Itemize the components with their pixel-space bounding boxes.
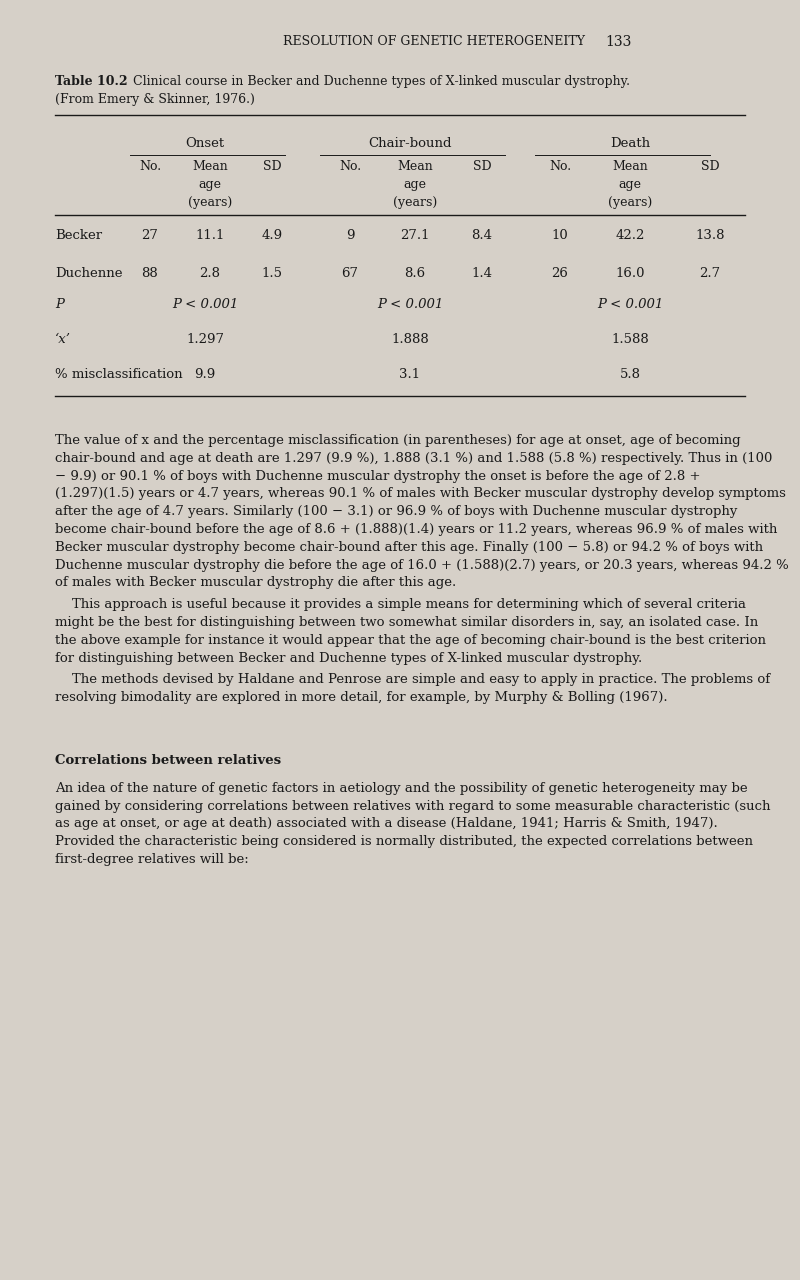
Text: 1.588: 1.588 <box>611 333 649 346</box>
Text: 1.297: 1.297 <box>186 333 224 346</box>
Text: P < 0.001: P < 0.001 <box>377 298 443 311</box>
Text: as age at onset, or age at death) associated with a disease (Haldane, 1941; Harr: as age at onset, or age at death) associ… <box>55 818 718 831</box>
Text: No.: No. <box>139 160 161 173</box>
Text: 13.8: 13.8 <box>695 229 725 242</box>
Text: (years): (years) <box>188 196 232 209</box>
Text: P < 0.001: P < 0.001 <box>597 298 663 311</box>
Text: the above example for instance it would appear that the age of becoming chair-bo: the above example for instance it would … <box>55 634 766 646</box>
Text: P: P <box>55 298 64 311</box>
Text: This approach is useful because it provides a simple means for determining which: This approach is useful because it provi… <box>55 598 746 612</box>
Text: Becker muscular dystrophy become chair-bound after this age. Finally (100 − 5.8): Becker muscular dystrophy become chair-b… <box>55 541 763 554</box>
Text: become chair-bound before the age of 8.6 + (1.888)(1.4) years or 11.2 years, whe: become chair-bound before the age of 8.6… <box>55 524 778 536</box>
Text: SD: SD <box>701 160 719 173</box>
Text: Mean: Mean <box>397 160 433 173</box>
Text: An idea of the nature of genetic factors in aetiology and the possibility of gen: An idea of the nature of genetic factors… <box>55 782 748 795</box>
Text: 67: 67 <box>342 268 358 280</box>
Text: Correlations between relatives: Correlations between relatives <box>55 754 281 767</box>
Text: 2.7: 2.7 <box>699 268 721 280</box>
Text: 3.1: 3.1 <box>399 369 421 381</box>
Text: 10: 10 <box>552 229 568 242</box>
Text: 5.8: 5.8 <box>619 369 641 381</box>
Text: age: age <box>198 178 222 191</box>
Text: first-degree relatives will be:: first-degree relatives will be: <box>55 852 249 867</box>
Text: age: age <box>403 178 426 191</box>
Text: 1.5: 1.5 <box>262 268 282 280</box>
Text: ‘x’: ‘x’ <box>55 333 71 346</box>
Text: The value of x and the percentage misclassification (in parentheses) for age at : The value of x and the percentage miscla… <box>55 434 741 447</box>
Text: 133: 133 <box>605 35 631 49</box>
Text: 2.8: 2.8 <box>199 268 221 280</box>
Text: SD: SD <box>262 160 282 173</box>
Text: Onset: Onset <box>186 137 225 150</box>
Text: (1.297)(1.5) years or 4.7 years, whereas 90.1 % of males with Becker muscular dy: (1.297)(1.5) years or 4.7 years, whereas… <box>55 488 786 500</box>
Text: % misclassification: % misclassification <box>55 369 182 381</box>
Text: chair-bound and age at death are 1.297 (9.9 %), 1.888 (3.1 %) and 1.588 (5.8 %) : chair-bound and age at death are 1.297 (… <box>55 452 772 465</box>
Text: 1.888: 1.888 <box>391 333 429 346</box>
Text: 8.4: 8.4 <box>471 229 493 242</box>
Text: 4.9: 4.9 <box>262 229 282 242</box>
Text: 16.0: 16.0 <box>615 268 645 280</box>
Text: for distinguishing between Becker and Duchenne types of X-linked muscular dystro: for distinguishing between Becker and Du… <box>55 652 642 664</box>
Text: 42.2: 42.2 <box>615 229 645 242</box>
Text: The methods devised by Haldane and Penrose are simple and easy to apply in pract: The methods devised by Haldane and Penro… <box>55 673 770 686</box>
Text: (years): (years) <box>608 196 652 209</box>
Text: Duchenne muscular dystrophy die before the age of 16.0 + (1.588)(2.7) years, or : Duchenne muscular dystrophy die before t… <box>55 558 789 572</box>
Text: 26: 26 <box>551 268 569 280</box>
Text: (From Emery & Skinner, 1976.): (From Emery & Skinner, 1976.) <box>55 93 255 106</box>
Text: 9.9: 9.9 <box>194 369 216 381</box>
Text: (years): (years) <box>393 196 437 209</box>
Text: RESOLUTION OF GENETIC HETEROGENEITY: RESOLUTION OF GENETIC HETEROGENEITY <box>283 35 585 47</box>
Text: Provided the characteristic being considered is normally distributed, the expect: Provided the characteristic being consid… <box>55 836 753 849</box>
Text: 1.4: 1.4 <box>471 268 493 280</box>
Text: SD: SD <box>473 160 491 173</box>
Text: − 9.9) or 90.1 % of boys with Duchenne muscular dystrophy the onset is before th: − 9.9) or 90.1 % of boys with Duchenne m… <box>55 470 701 483</box>
Text: 8.6: 8.6 <box>405 268 426 280</box>
Text: gained by considering correlations between relatives with regard to some measura: gained by considering correlations betwe… <box>55 800 770 813</box>
Text: 9: 9 <box>346 229 354 242</box>
Text: 11.1: 11.1 <box>195 229 225 242</box>
Text: 27.1: 27.1 <box>400 229 430 242</box>
Text: resolving bimodality are explored in more detail, for example, by Murphy & Bolli: resolving bimodality are explored in mor… <box>55 691 668 704</box>
Text: after the age of 4.7 years. Similarly (100 − 3.1) or 96.9 % of boys with Duchenn: after the age of 4.7 years. Similarly (1… <box>55 506 738 518</box>
Text: Death: Death <box>610 137 650 150</box>
Text: Mean: Mean <box>192 160 228 173</box>
Text: of males with Becker muscular dystrophy die after this age.: of males with Becker muscular dystrophy … <box>55 576 456 589</box>
Text: 27: 27 <box>142 229 158 242</box>
Text: No.: No. <box>549 160 571 173</box>
Text: Mean: Mean <box>612 160 648 173</box>
Text: Becker: Becker <box>55 229 102 242</box>
Text: Chair-bound: Chair-bound <box>368 137 452 150</box>
Text: Clinical course in Becker and Duchenne types of Χ-linked muscular dystrophy.: Clinical course in Becker and Duchenne t… <box>125 76 630 88</box>
Text: might be the best for distinguishing between two somewhat similar disorders in, : might be the best for distinguishing bet… <box>55 616 758 628</box>
Text: age: age <box>618 178 642 191</box>
Text: Duchenne: Duchenne <box>55 268 122 280</box>
Text: Table 10.2: Table 10.2 <box>55 76 128 88</box>
Text: P < 0.001: P < 0.001 <box>172 298 238 311</box>
Text: 88: 88 <box>142 268 158 280</box>
Text: No.: No. <box>339 160 361 173</box>
